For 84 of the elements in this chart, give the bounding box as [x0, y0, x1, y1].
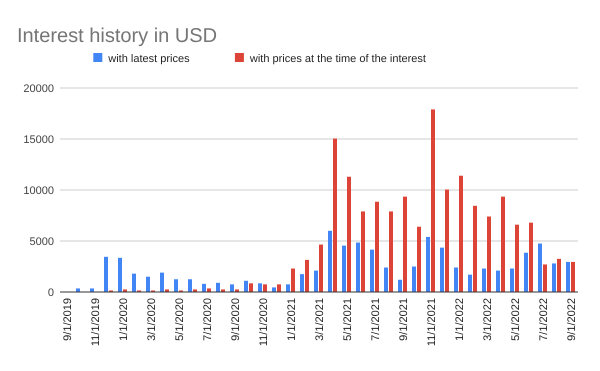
bar: [342, 246, 346, 292]
bar: [300, 274, 304, 292]
bar: [529, 222, 533, 292]
x-tick-label: 3/1/2021: [314, 298, 326, 341]
bar: [244, 280, 248, 292]
bar: [440, 248, 444, 292]
x-tick-label: 11/1/2019: [90, 298, 102, 346]
x-tick-label: 9/1/2022: [566, 298, 578, 341]
bar: [384, 268, 388, 292]
x-tick-label: 7/1/2021: [370, 298, 382, 341]
y-tick-label: 20000: [23, 83, 54, 95]
bar: [249, 283, 253, 292]
bar: [286, 284, 290, 292]
x-tick-label: 1/1/2020: [118, 298, 130, 341]
bar: [524, 252, 528, 292]
bar: [230, 284, 234, 292]
bar: [258, 283, 262, 292]
bar: [370, 250, 374, 292]
bar: [328, 230, 332, 292]
bar: [389, 211, 393, 292]
bar: [174, 279, 178, 292]
x-tick-label: 5/1/2022: [510, 298, 522, 341]
bar: [277, 284, 281, 292]
bar: [454, 268, 458, 292]
bar: [543, 264, 547, 292]
x-tick-label: 3/1/2022: [482, 298, 494, 341]
bar: [403, 196, 407, 292]
y-tick-label: 15000: [23, 134, 54, 146]
bar: [431, 109, 435, 292]
bar: [202, 284, 206, 292]
bar: [319, 244, 323, 292]
bar: [487, 216, 491, 292]
bar: [510, 268, 514, 292]
bar: [557, 258, 561, 292]
bar: [291, 268, 295, 292]
bar: [361, 211, 365, 292]
bar: [538, 244, 542, 292]
bar: [188, 279, 192, 292]
x-tick-label: 1/1/2021: [286, 298, 298, 341]
bar: [146, 276, 150, 292]
bar: [398, 280, 402, 292]
bar: [118, 258, 122, 292]
x-tick-label: 3/1/2020: [146, 298, 158, 341]
bar: [566, 262, 570, 292]
bar: [417, 226, 421, 292]
bar: [445, 189, 449, 292]
x-tick-label: 9/1/2020: [230, 298, 242, 341]
bar: [333, 138, 337, 292]
bar: [468, 274, 472, 292]
bar: [482, 268, 486, 292]
bar: [515, 224, 519, 292]
bar: [571, 262, 575, 292]
x-tick-label: 7/1/2020: [202, 298, 214, 341]
bar: [314, 270, 318, 292]
y-tick-label: 5000: [30, 236, 54, 248]
bar: [501, 196, 505, 292]
bar: [426, 236, 430, 292]
bar: [305, 260, 309, 292]
x-tick-label: 11/1/2021: [426, 298, 438, 346]
bar: [216, 282, 220, 292]
y-tick-label: 0: [48, 287, 54, 299]
x-tick-label: 9/1/2021: [398, 298, 410, 341]
bar: [347, 176, 351, 292]
x-tick-label: 5/1/2021: [342, 298, 354, 341]
bar: [552, 263, 556, 292]
y-tick-label: 10000: [23, 185, 54, 197]
bar: [473, 206, 477, 292]
x-tick-label: 1/1/2022: [454, 298, 466, 341]
legend-label: with prices at the time of the interest: [248, 53, 426, 65]
x-tick-label: 5/1/2020: [174, 298, 186, 341]
x-tick-label: 11/1/2020: [258, 298, 270, 346]
bar: [459, 176, 463, 292]
bar: [263, 284, 267, 292]
x-tick-label: 9/1/2019: [62, 298, 74, 341]
bar: [132, 274, 136, 292]
bar: [104, 256, 108, 292]
x-tick-label: 7/1/2022: [538, 298, 550, 341]
bar: [412, 266, 416, 292]
bar: [160, 272, 164, 292]
chart-title: Interest history in USD: [17, 25, 218, 47]
legend-label: with latest prices: [107, 53, 190, 65]
bar: [375, 202, 379, 292]
bar: [496, 270, 500, 292]
bar: [356, 242, 360, 292]
